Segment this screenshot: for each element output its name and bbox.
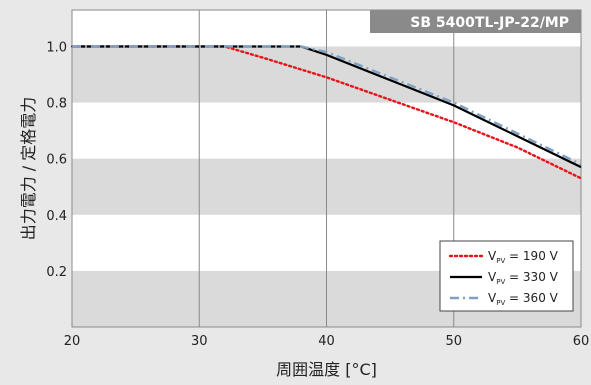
- y-tick-label-3: 0.8: [46, 97, 67, 112]
- x-tick-label-0: 20: [64, 334, 81, 349]
- x-tick-labels: 20 30 40 50 60: [64, 334, 590, 349]
- badge-background: [370, 10, 581, 33]
- y-tick-label-4: 1.0: [46, 40, 67, 55]
- x-axis-title: 周囲温度 [°C]: [276, 360, 377, 379]
- y-tick-labels: 0.2 0.4 0.6 0.8 1.0: [46, 40, 67, 279]
- x-tick-label-4: 60: [573, 334, 590, 349]
- y-tick-label-0: 0.2: [46, 265, 67, 280]
- badge-label: SB 5400TL-JP-22/MP: [410, 15, 569, 31]
- plot-frame: [71, 9, 582, 328]
- series-lines: [70, 45, 583, 180]
- legend: VPV = 190 V VPV = 330 V VPV = 360 V: [439, 240, 574, 312]
- y-tick-label-2: 0.6: [46, 153, 67, 168]
- legend-label-1: VPV = 330 V: [488, 270, 559, 286]
- y-tick-label-1: 0.4: [46, 209, 67, 224]
- legend-label-0: VPV = 190 V: [488, 249, 559, 265]
- x-tick-label-2: 40: [318, 334, 335, 349]
- legend-label-2: VPV = 360 V: [488, 291, 559, 307]
- x-tick-label-3: 50: [445, 334, 462, 349]
- y-axis-title: 出力電力 / 定格電力: [19, 97, 38, 241]
- x-tick-label-1: 30: [191, 334, 208, 349]
- series-line-2: [72, 45, 582, 166]
- series-line-0: [70, 45, 583, 180]
- badge: SB 5400TL-JP-22/MP: [370, 10, 581, 33]
